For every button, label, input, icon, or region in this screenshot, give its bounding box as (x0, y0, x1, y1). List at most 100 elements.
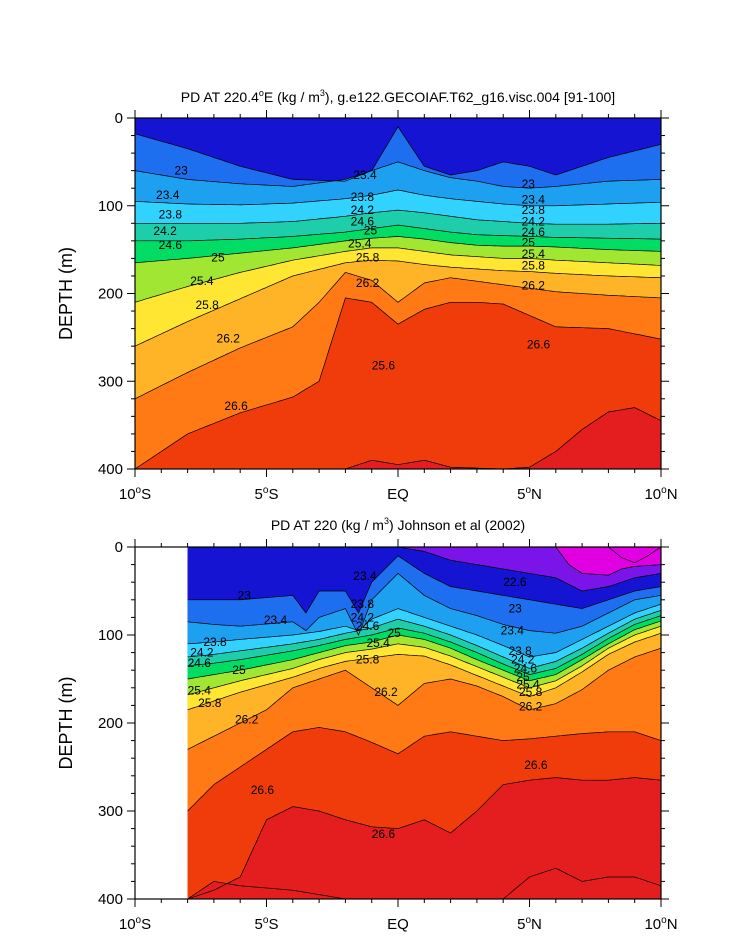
contour-label: 26.2 (217, 331, 241, 345)
isopycnal-25.4 (134, 247, 662, 303)
isopycnal-25.8 (134, 259, 662, 347)
contour-label: 24.2 (522, 215, 546, 229)
contour-label: 25.4 (188, 683, 212, 697)
contour-label: 25.4 (190, 274, 214, 288)
panel-1: 2323.423.824.224.62525.425.826.226.623.4… (56, 88, 678, 503)
contour-label: 24.6 (522, 225, 546, 239)
contour-label: 26.2 (519, 699, 543, 713)
contour-label: 25.4 (348, 236, 372, 250)
contour-label: 24.6 (351, 215, 375, 229)
y-tick-label: 300 (98, 803, 123, 820)
x-tick-label: 10oS (119, 485, 151, 503)
contour-label: 23.8 (159, 208, 183, 222)
contour-label: 24.6 (159, 238, 183, 252)
y-tick-label: 200 (98, 286, 123, 303)
contour-label: 24.2 (511, 653, 535, 667)
contour-label: 23.4 (353, 569, 377, 583)
isopycnal-23.8 (187, 603, 662, 658)
contour-label: 24.2 (190, 646, 214, 660)
contour-label: 26.2 (374, 685, 398, 699)
isopycnal-23.4 (187, 572, 662, 636)
contour-label: 23 (522, 177, 536, 191)
contour-label: 23 (238, 588, 252, 602)
isopycnal-23.4 (134, 161, 662, 189)
contour-label: 23.8 (351, 190, 375, 204)
isopycnal-24.2 (135, 209, 661, 225)
y-tick-label: 200 (98, 715, 123, 732)
contour-band-27 (187, 777, 661, 899)
x-tick-label: 10oN (644, 485, 677, 503)
contour-label: 25.8 (519, 685, 543, 699)
x-tick-label: 5oN (517, 915, 542, 933)
contour-label: 24.6 (514, 661, 538, 675)
y-tick-label: 400 (98, 891, 123, 908)
contour-label: 26.6 (251, 783, 275, 797)
x-tick-label: EQ (387, 486, 409, 503)
contour-label: 26.6 (224, 399, 248, 413)
y-axis-label: DEPTH (m) (56, 247, 76, 340)
isopycnal-23 (187, 555, 662, 614)
contour-label: 23.4 (522, 193, 546, 207)
y-tick-label: 400 (98, 461, 123, 478)
isopycnal-23.8 (134, 189, 662, 207)
contour-label: 23.8 (522, 203, 546, 217)
y-tick-label: 300 (98, 373, 123, 390)
isopycnal-25 (134, 236, 662, 264)
isopycnal-24.6 (135, 224, 661, 242)
contour-label: 25 (364, 223, 378, 237)
contour-label: 25.4 (522, 247, 546, 261)
contour-label: 23.8 (508, 644, 532, 658)
x-tick-label: 10oS (119, 915, 151, 933)
y-tick-label: 0 (115, 539, 123, 556)
chart-title: PD AT 220 (kg / m3) Johnson et al (2002) (271, 516, 525, 533)
contour-band-27 (135, 407, 661, 469)
contour-label: 23.4 (353, 168, 377, 182)
contour-label: 24.2 (153, 224, 177, 238)
contour-label: 24.6 (188, 656, 212, 670)
contour-label: 23 (508, 602, 522, 616)
y-tick-label: 100 (98, 627, 123, 644)
isopycnal-26.6 (134, 297, 662, 470)
y-tick-label: 0 (115, 110, 123, 127)
contour-label: 25 (522, 236, 536, 250)
contour-label: 25.8 (356, 251, 380, 265)
contour-label: 26.2 (522, 279, 546, 293)
contour-label: 25.4 (366, 636, 390, 650)
contour-label: 25.8 (356, 653, 380, 667)
contour-label: 25.8 (198, 696, 222, 710)
chart-title: PD AT 220.4oE (kg / m3), g.e122.GECOIAF.… (181, 88, 615, 105)
contour-label: 26.2 (356, 276, 380, 290)
isopycnal-26.2 (187, 647, 662, 750)
contour-label: 25.6 (372, 358, 396, 372)
contour-label: 25 (232, 663, 246, 677)
contour-label: 25.8 (195, 298, 219, 312)
y-axis-label: DEPTH (m) (56, 677, 76, 770)
contour-label: 26.6 (524, 758, 548, 772)
contour-label: 24.2 (351, 203, 375, 217)
isopycnal-25.4 (187, 625, 662, 696)
contour-label: 23 (174, 164, 188, 178)
isopycnal-27 (187, 777, 662, 900)
contour-label: 24.2 (351, 610, 375, 624)
contour-label: 26.6 (372, 827, 396, 841)
panel-2: 2323.423.824.224.62525.425.826.226.623.4… (56, 516, 678, 933)
contour-label: 23.4 (264, 613, 288, 627)
contour-label: 25.4 (516, 677, 540, 691)
contour-label: 23.8 (203, 635, 227, 649)
contour-label: 24.6 (356, 619, 380, 633)
isopycnal-25 (187, 620, 662, 682)
x-tick-label: 5oS (255, 485, 279, 503)
x-tick-label: 10oN (644, 915, 677, 933)
isopycnal-26.2 (134, 271, 662, 400)
x-tick-label: EQ (387, 916, 409, 933)
contour-label: 25.8 (522, 258, 546, 272)
x-tick-label: 5oN (517, 485, 542, 503)
contour-label: 25 (516, 670, 530, 684)
contour-label: 23.4 (156, 188, 180, 202)
contour-band-26.6 (135, 297, 661, 469)
isopycnal-24.6 (187, 615, 662, 675)
isopycnal-23 (134, 126, 662, 182)
y-tick-label: 100 (98, 198, 123, 215)
contour-label: 23.8 (351, 597, 375, 611)
